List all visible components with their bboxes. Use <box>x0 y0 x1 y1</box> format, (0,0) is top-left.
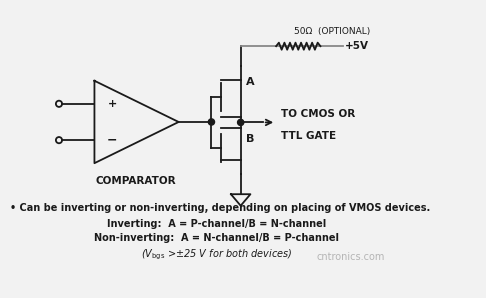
Text: Non-inverting:  A = N-channel/B = P-channel: Non-inverting: A = N-channel/B = P-chann… <box>94 233 339 243</box>
Circle shape <box>208 119 214 125</box>
Text: A: A <box>246 77 255 87</box>
Text: • Can be inverting or non-inverting, depending on placing of VMOS devices.: • Can be inverting or non-inverting, dep… <box>10 203 431 213</box>
Text: TTL GATE: TTL GATE <box>280 131 336 141</box>
Text: TO CMOS OR: TO CMOS OR <box>280 109 355 119</box>
Text: COMPARATOR: COMPARATOR <box>96 176 176 186</box>
Text: −: − <box>107 134 118 147</box>
Text: B: B <box>246 134 254 144</box>
Text: Inverting:  A = P-channel/B = N-channel: Inverting: A = P-channel/B = N-channel <box>107 219 327 229</box>
Circle shape <box>238 119 244 125</box>
Text: cntronics.com: cntronics.com <box>316 252 384 262</box>
Text: ($V_{\mathrm{bgs}}$ >$\pm$25 V for both devices): ($V_{\mathrm{bgs}}$ >$\pm$25 V for both … <box>141 247 293 262</box>
Text: 50Ω  (OPTIONAL): 50Ω (OPTIONAL) <box>294 27 370 35</box>
Text: +: + <box>107 99 117 109</box>
Text: +5V: +5V <box>345 41 369 51</box>
